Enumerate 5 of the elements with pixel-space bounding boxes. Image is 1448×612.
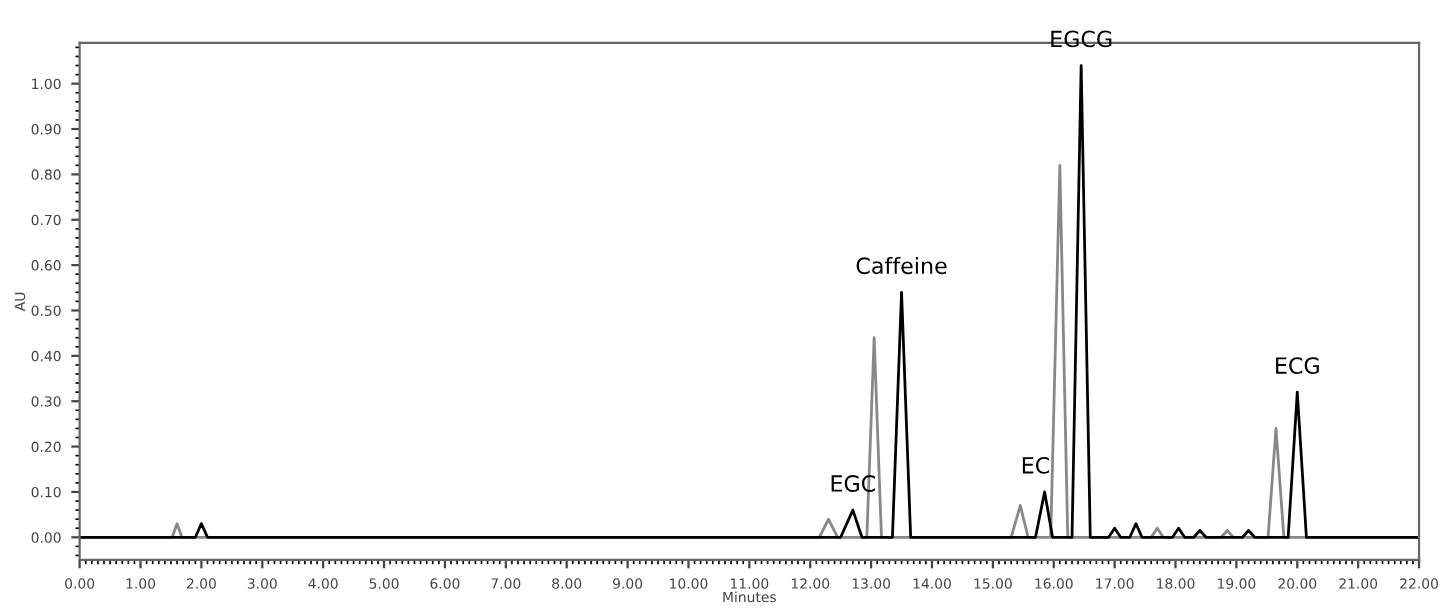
annotation: EGC bbox=[831, 475, 876, 492]
annotation: Caffeine bbox=[856, 256, 947, 275]
annotation: ECG bbox=[1276, 357, 1319, 374]
annotation: EC bbox=[1022, 456, 1050, 474]
line-series bbox=[79, 64, 1420, 539]
